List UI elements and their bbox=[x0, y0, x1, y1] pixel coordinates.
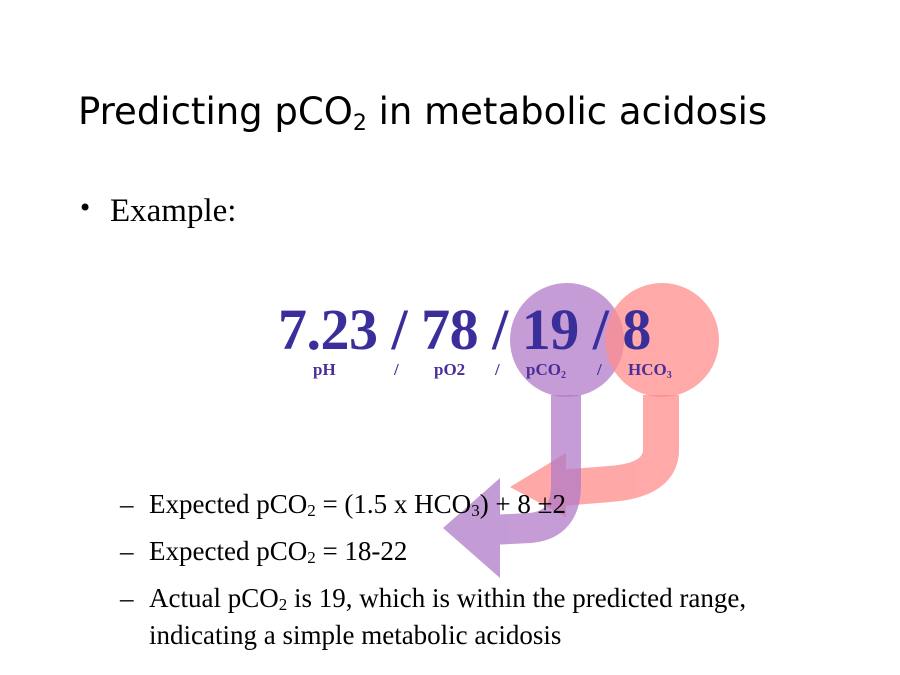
blood-gas-values: 7.23 / 78 / 19 / 8 bbox=[278, 297, 651, 362]
dash-marker: – bbox=[120, 536, 134, 566]
list-item: – Expected pCO2 = (1.5 x HCO3) + 8 ±2 bbox=[120, 489, 860, 526]
label-hco3-subscript: 3 bbox=[666, 370, 672, 381]
dash-marker: – bbox=[120, 583, 134, 613]
dash-marker: – bbox=[120, 489, 134, 519]
bullet-example: • Example: bbox=[78, 193, 236, 230]
label-sep-1: / bbox=[394, 360, 399, 379]
bullet-text: Example: bbox=[110, 193, 237, 229]
hco3-highlight-circle bbox=[605, 283, 719, 397]
title-text-suffix: in metabolic acidosis bbox=[366, 90, 768, 133]
title-text: Predicting pCO bbox=[78, 90, 353, 133]
list-item: – Expected pCO2 = 18-22 bbox=[120, 536, 860, 573]
label-sep-3: / bbox=[597, 360, 602, 379]
label-pco2-text: pCO bbox=[526, 360, 561, 379]
list-item-text: Expected pCO2 = 18-22 bbox=[149, 536, 408, 567]
label-ph: pH bbox=[313, 360, 336, 379]
purple-arrow bbox=[443, 395, 581, 578]
bullet-marker: • bbox=[78, 194, 93, 222]
label-hco3-text: HCO bbox=[628, 360, 667, 379]
label-pco2: pCO2 bbox=[526, 360, 566, 381]
list-item: – Actual pCO2 is 19, which is within the… bbox=[120, 583, 860, 651]
title-subscript: 2 bbox=[352, 111, 367, 136]
label-hco3: HCO3 bbox=[628, 360, 672, 381]
sub-bullet-list: – Expected pCO2 = (1.5 x HCO3) + 8 ±2 – … bbox=[120, 489, 860, 661]
label-pco2-subscript: 2 bbox=[560, 370, 566, 381]
list-item-text: Actual pCO2 is 19, which is within the p… bbox=[149, 583, 747, 650]
label-po2: pO2 bbox=[434, 360, 466, 379]
slide-title: Predicting pCO2 in metabolic acidosis bbox=[78, 90, 768, 136]
pco2-highlight-circle bbox=[510, 283, 624, 397]
label-sep-2: / bbox=[495, 360, 500, 379]
list-item-text: Expected pCO2 = (1.5 x HCO3) + 8 ±2 bbox=[149, 489, 566, 520]
